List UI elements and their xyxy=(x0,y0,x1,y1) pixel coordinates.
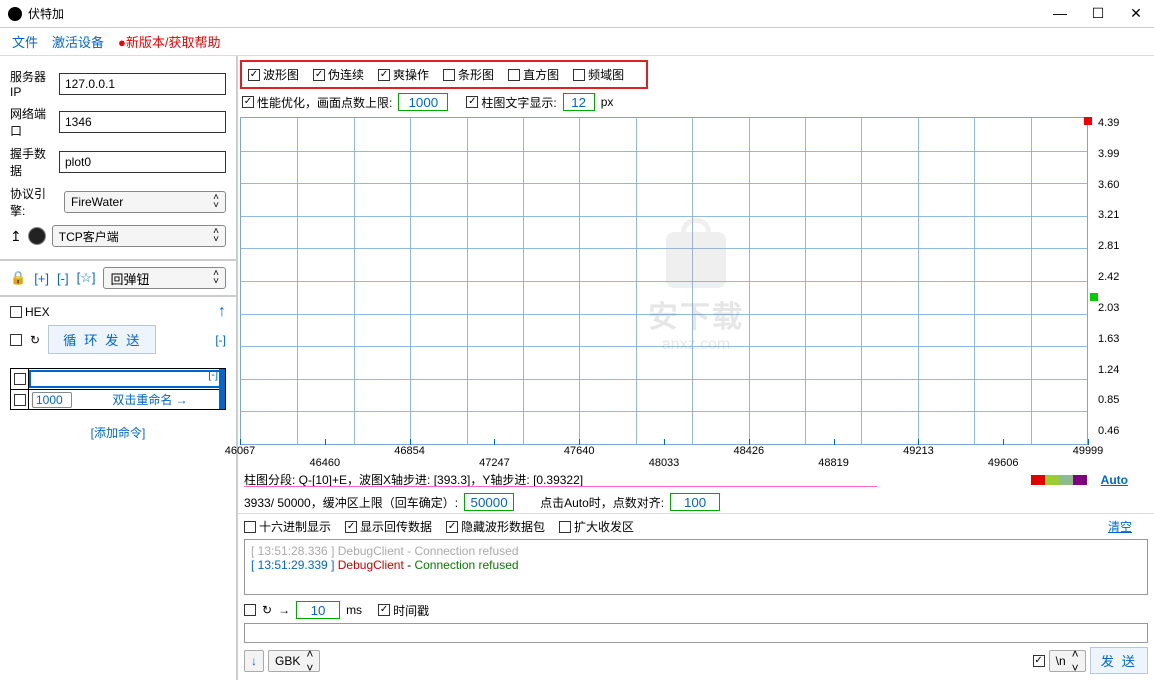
log-area: [ 13:51:28.336 ] DebugClient - Connectio… xyxy=(244,539,1148,595)
waveform-checkbox[interactable]: 波形图 xyxy=(248,66,299,83)
red-marker xyxy=(1084,117,1092,125)
loop-checkbox[interactable] xyxy=(10,334,22,346)
hist-checkbox[interactable]: 直方图 xyxy=(508,66,559,83)
pseudo-checkbox[interactable]: 伪连续 xyxy=(313,66,364,83)
menu-activate[interactable]: 激活设备 xyxy=(52,32,104,51)
star-button[interactable]: [☆] xyxy=(77,270,96,286)
minimize-button[interactable]: — xyxy=(1050,5,1070,22)
green-marker xyxy=(1090,293,1098,301)
lock-icon[interactable]: 🔒 xyxy=(10,270,26,286)
watermark: 安下载 anxz.com xyxy=(648,232,744,354)
cmd-value-input[interactable] xyxy=(32,392,72,408)
cmd-scrollbar[interactable] xyxy=(219,369,225,409)
buffer-label: 3933/ 50000，缓冲区上限（回车确定）: xyxy=(244,494,458,511)
rebound-select[interactable]: 回弹钮 ˄˅ xyxy=(103,267,226,289)
loop-icon: ↻ xyxy=(262,603,272,617)
log-line-2: [ 13:51:29.339 ] DebugClient - Connectio… xyxy=(251,558,1141,572)
align-label: 点击Auto时，点数对齐: xyxy=(540,494,664,511)
maximize-button[interactable]: ☐ xyxy=(1088,5,1108,22)
chevron-icon: ˄˅ xyxy=(213,194,219,210)
encoding-select[interactable]: GBK ˄˅ xyxy=(268,650,320,672)
auto-link[interactable]: Auto xyxy=(1101,473,1128,487)
handshake-input[interactable] xyxy=(59,151,226,173)
rebound-value: 回弹钮 xyxy=(110,269,149,288)
newline-checkbox[interactable] xyxy=(1033,655,1045,667)
newline-select[interactable]: \n ˄˅ xyxy=(1049,650,1086,672)
send-loop-checkbox[interactable] xyxy=(244,604,256,616)
bartext-input[interactable] xyxy=(563,93,595,111)
cmd-input[interactable] xyxy=(29,370,225,388)
hex-checkbox[interactable]: HEX xyxy=(10,305,50,319)
conn-type-value: TCP客户端 xyxy=(59,228,119,245)
loop-minus[interactable]: [-] xyxy=(215,333,226,347)
hidewave-checkbox[interactable]: 隐藏波形数据包 xyxy=(446,518,545,535)
port-label: 网络端口 xyxy=(10,105,53,139)
perf-input[interactable] xyxy=(398,93,448,111)
ms-label: ms xyxy=(346,603,362,617)
expand-checkbox[interactable]: 扩大收发区 xyxy=(559,518,634,535)
chevron-icon: ˄˅ xyxy=(213,228,219,244)
align-input[interactable] xyxy=(670,493,720,511)
bartext-checkbox[interactable]: 柱图文字显示: xyxy=(466,94,556,111)
bar-checkbox[interactable]: 条形图 xyxy=(443,66,494,83)
window-title: 伏特加 xyxy=(28,5,1050,22)
chevron-icon: ˄˅ xyxy=(213,270,219,286)
loop-icon: ↻ xyxy=(30,333,40,347)
app-icon xyxy=(8,7,22,21)
arrow-icon: → xyxy=(278,603,290,617)
port-input[interactable] xyxy=(59,111,226,133)
server-ip-label: 服务器IP xyxy=(10,68,53,99)
freq-checkbox[interactable]: 频域图 xyxy=(573,66,624,83)
timestamp-checkbox[interactable]: 时间戳 xyxy=(378,602,429,619)
ms-input[interactable] xyxy=(296,601,340,619)
status-dot xyxy=(28,227,46,245)
loop-send-button[interactable]: 循 环 发 送 xyxy=(48,325,156,354)
ease-checkbox[interactable]: 爽操作 xyxy=(378,66,429,83)
plus-button[interactable]: [+] xyxy=(34,271,49,286)
clear-link[interactable]: 清空 xyxy=(1108,518,1132,535)
buffer-input[interactable] xyxy=(464,493,514,511)
rename-label[interactable]: 双击重命名 → xyxy=(75,391,225,408)
perf-checkbox[interactable]: 性能优化，画面点数上限: xyxy=(242,94,392,111)
log-line-1: [ 13:51:28.336 ] DebugClient - Connectio… xyxy=(251,544,1141,558)
close-button[interactable]: ✕ xyxy=(1126,5,1146,22)
menu-update[interactable]: ●新版本/获取帮助 xyxy=(118,32,220,51)
command-box: [-] 双击重命名 → xyxy=(10,368,226,410)
upload-icon[interactable]: ↥ xyxy=(10,228,22,245)
up-arrow-icon[interactable]: ↑ xyxy=(218,303,226,321)
protocol-label: 协议引擎: xyxy=(10,185,58,219)
server-ip-input[interactable] xyxy=(59,73,226,95)
cmd-check-2[interactable] xyxy=(14,394,26,406)
add-command-link[interactable]: [添加命令] xyxy=(0,414,236,451)
minus-button[interactable]: [-] xyxy=(57,271,69,286)
send-textarea[interactable] xyxy=(244,623,1148,643)
cmd-check-1[interactable] xyxy=(14,373,26,385)
color-bar xyxy=(1031,475,1087,485)
chart-type-options: 波形图 伪连续 爽操作 条形图 直方图 频域图 xyxy=(240,60,648,89)
down-button[interactable]: ↓ xyxy=(244,650,264,672)
protocol-value: FireWater xyxy=(71,195,123,209)
hex-label: HEX xyxy=(25,305,50,319)
cmd-hint: [-] xyxy=(208,369,218,381)
chart-area: 4.393.993.603.212.812.422.031.631.240.85… xyxy=(240,117,1152,469)
handshake-label: 握手数据 xyxy=(10,145,53,179)
px-label: px xyxy=(601,95,614,109)
chevron-icon: ˄˅ xyxy=(306,647,313,675)
chevron-icon: ˄˅ xyxy=(1072,647,1079,675)
conn-type-select[interactable]: TCP客户端 ˄˅ xyxy=(52,225,226,247)
menu-file[interactable]: 文件 xyxy=(12,32,38,51)
send-button[interactable]: 发 送 xyxy=(1090,647,1148,674)
returndata-checkbox[interactable]: 显示回传数据 xyxy=(345,518,432,535)
protocol-select[interactable]: FireWater ˄˅ xyxy=(64,191,226,213)
hexshow-checkbox[interactable]: 十六进制显示 xyxy=(244,518,331,535)
